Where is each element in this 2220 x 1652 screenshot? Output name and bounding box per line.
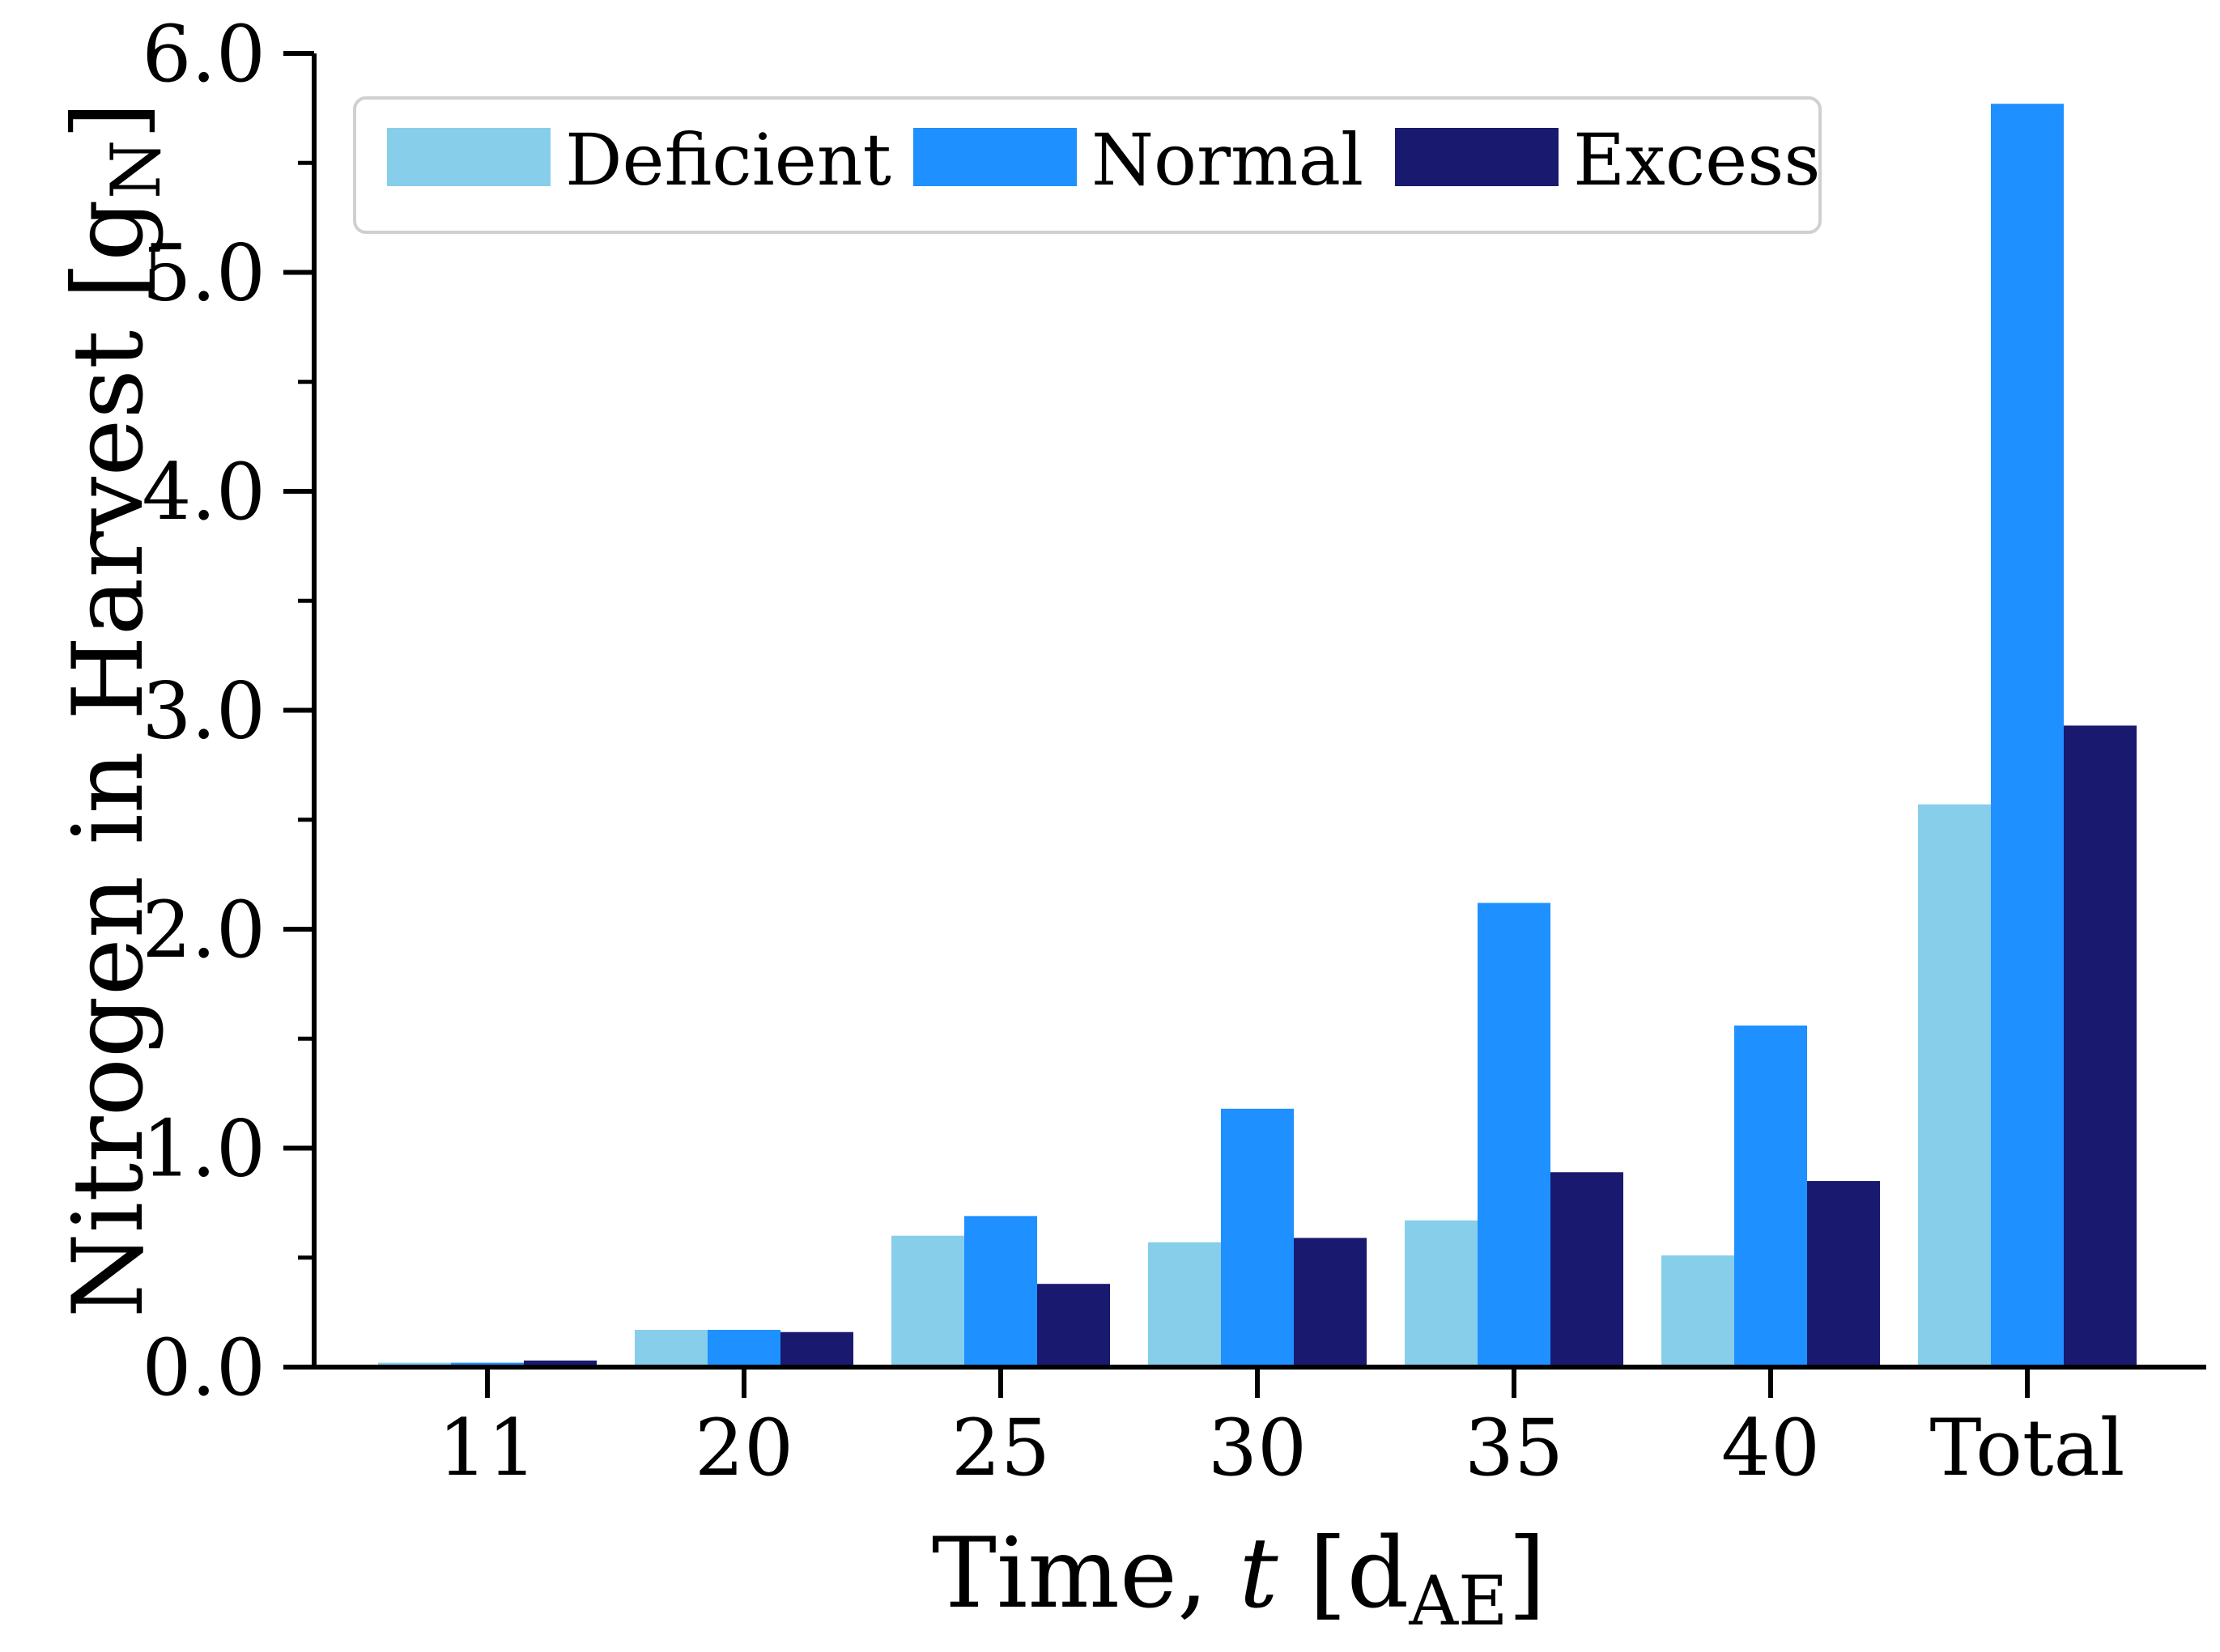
- bar-deficient-30: [1148, 1242, 1221, 1367]
- x-tick-label: 11: [438, 1403, 537, 1493]
- legend-swatch-excess: [1395, 128, 1559, 186]
- bar-excess-35: [1550, 1172, 1623, 1367]
- y-axis-title: Nitrogen in Harvest [gN]: [53, 102, 176, 1319]
- bar-normal-35: [1478, 902, 1550, 1367]
- y-tick-label: 6.0: [142, 9, 266, 100]
- bar-excess-11: [524, 1360, 597, 1367]
- y-tick-label: 3.0: [142, 666, 266, 757]
- bar-deficient-35: [1405, 1220, 1478, 1367]
- y-tick-label: 5.0: [142, 228, 266, 319]
- x-tick-label: Total: [1930, 1403, 2125, 1493]
- x-tick-label: 30: [1208, 1403, 1307, 1493]
- legend-label-excess: Excess: [1573, 118, 1821, 202]
- bar-excess-40: [1807, 1181, 1880, 1367]
- bar-excess-30: [1294, 1238, 1367, 1367]
- x-tick-label: 20: [695, 1403, 793, 1493]
- y-tick-label: 0.0: [142, 1323, 266, 1413]
- bar-deficient-total: [1918, 804, 1991, 1367]
- legend-swatch-normal: [913, 128, 1077, 186]
- x-ticks-group: 11 20 25 30 35 40 Total: [438, 1367, 2125, 1493]
- bar-normal-total: [1991, 104, 2064, 1368]
- bar-normal-40: [1734, 1026, 1807, 1367]
- y-tick-label: 2.0: [142, 885, 266, 975]
- bar-excess-25: [1037, 1284, 1110, 1367]
- x-tick-label: 35: [1465, 1403, 1563, 1493]
- bar-excess-total: [2064, 725, 2137, 1367]
- y-tick-label: 4.0: [142, 447, 266, 537]
- legend-swatch-deficient: [387, 128, 551, 186]
- bar-normal-25: [964, 1216, 1037, 1367]
- bar-deficient-25: [891, 1235, 964, 1367]
- x-axis-title: Time, t [dAE]: [932, 1518, 1546, 1641]
- bar-normal-20: [708, 1330, 780, 1367]
- y-tick-label: 1.0: [142, 1104, 266, 1195]
- legend-label-deficient: Deficient: [565, 118, 891, 202]
- legend: Deficient Normal Excess: [353, 96, 1822, 234]
- bar-deficient-40: [1661, 1255, 1734, 1367]
- bar-normal-30: [1221, 1108, 1294, 1367]
- bar-excess-20: [780, 1331, 853, 1367]
- x-tick-label: 25: [951, 1403, 1050, 1493]
- bar-deficient-20: [635, 1330, 708, 1367]
- y-ticks-group: 0.0 1.0 2.0 3.0 4.0 5.0 6.0: [142, 9, 314, 1413]
- bars-group: [378, 104, 2137, 1368]
- x-tick-label: 40: [1721, 1403, 1820, 1493]
- legend-label-normal: Normal: [1091, 118, 1363, 202]
